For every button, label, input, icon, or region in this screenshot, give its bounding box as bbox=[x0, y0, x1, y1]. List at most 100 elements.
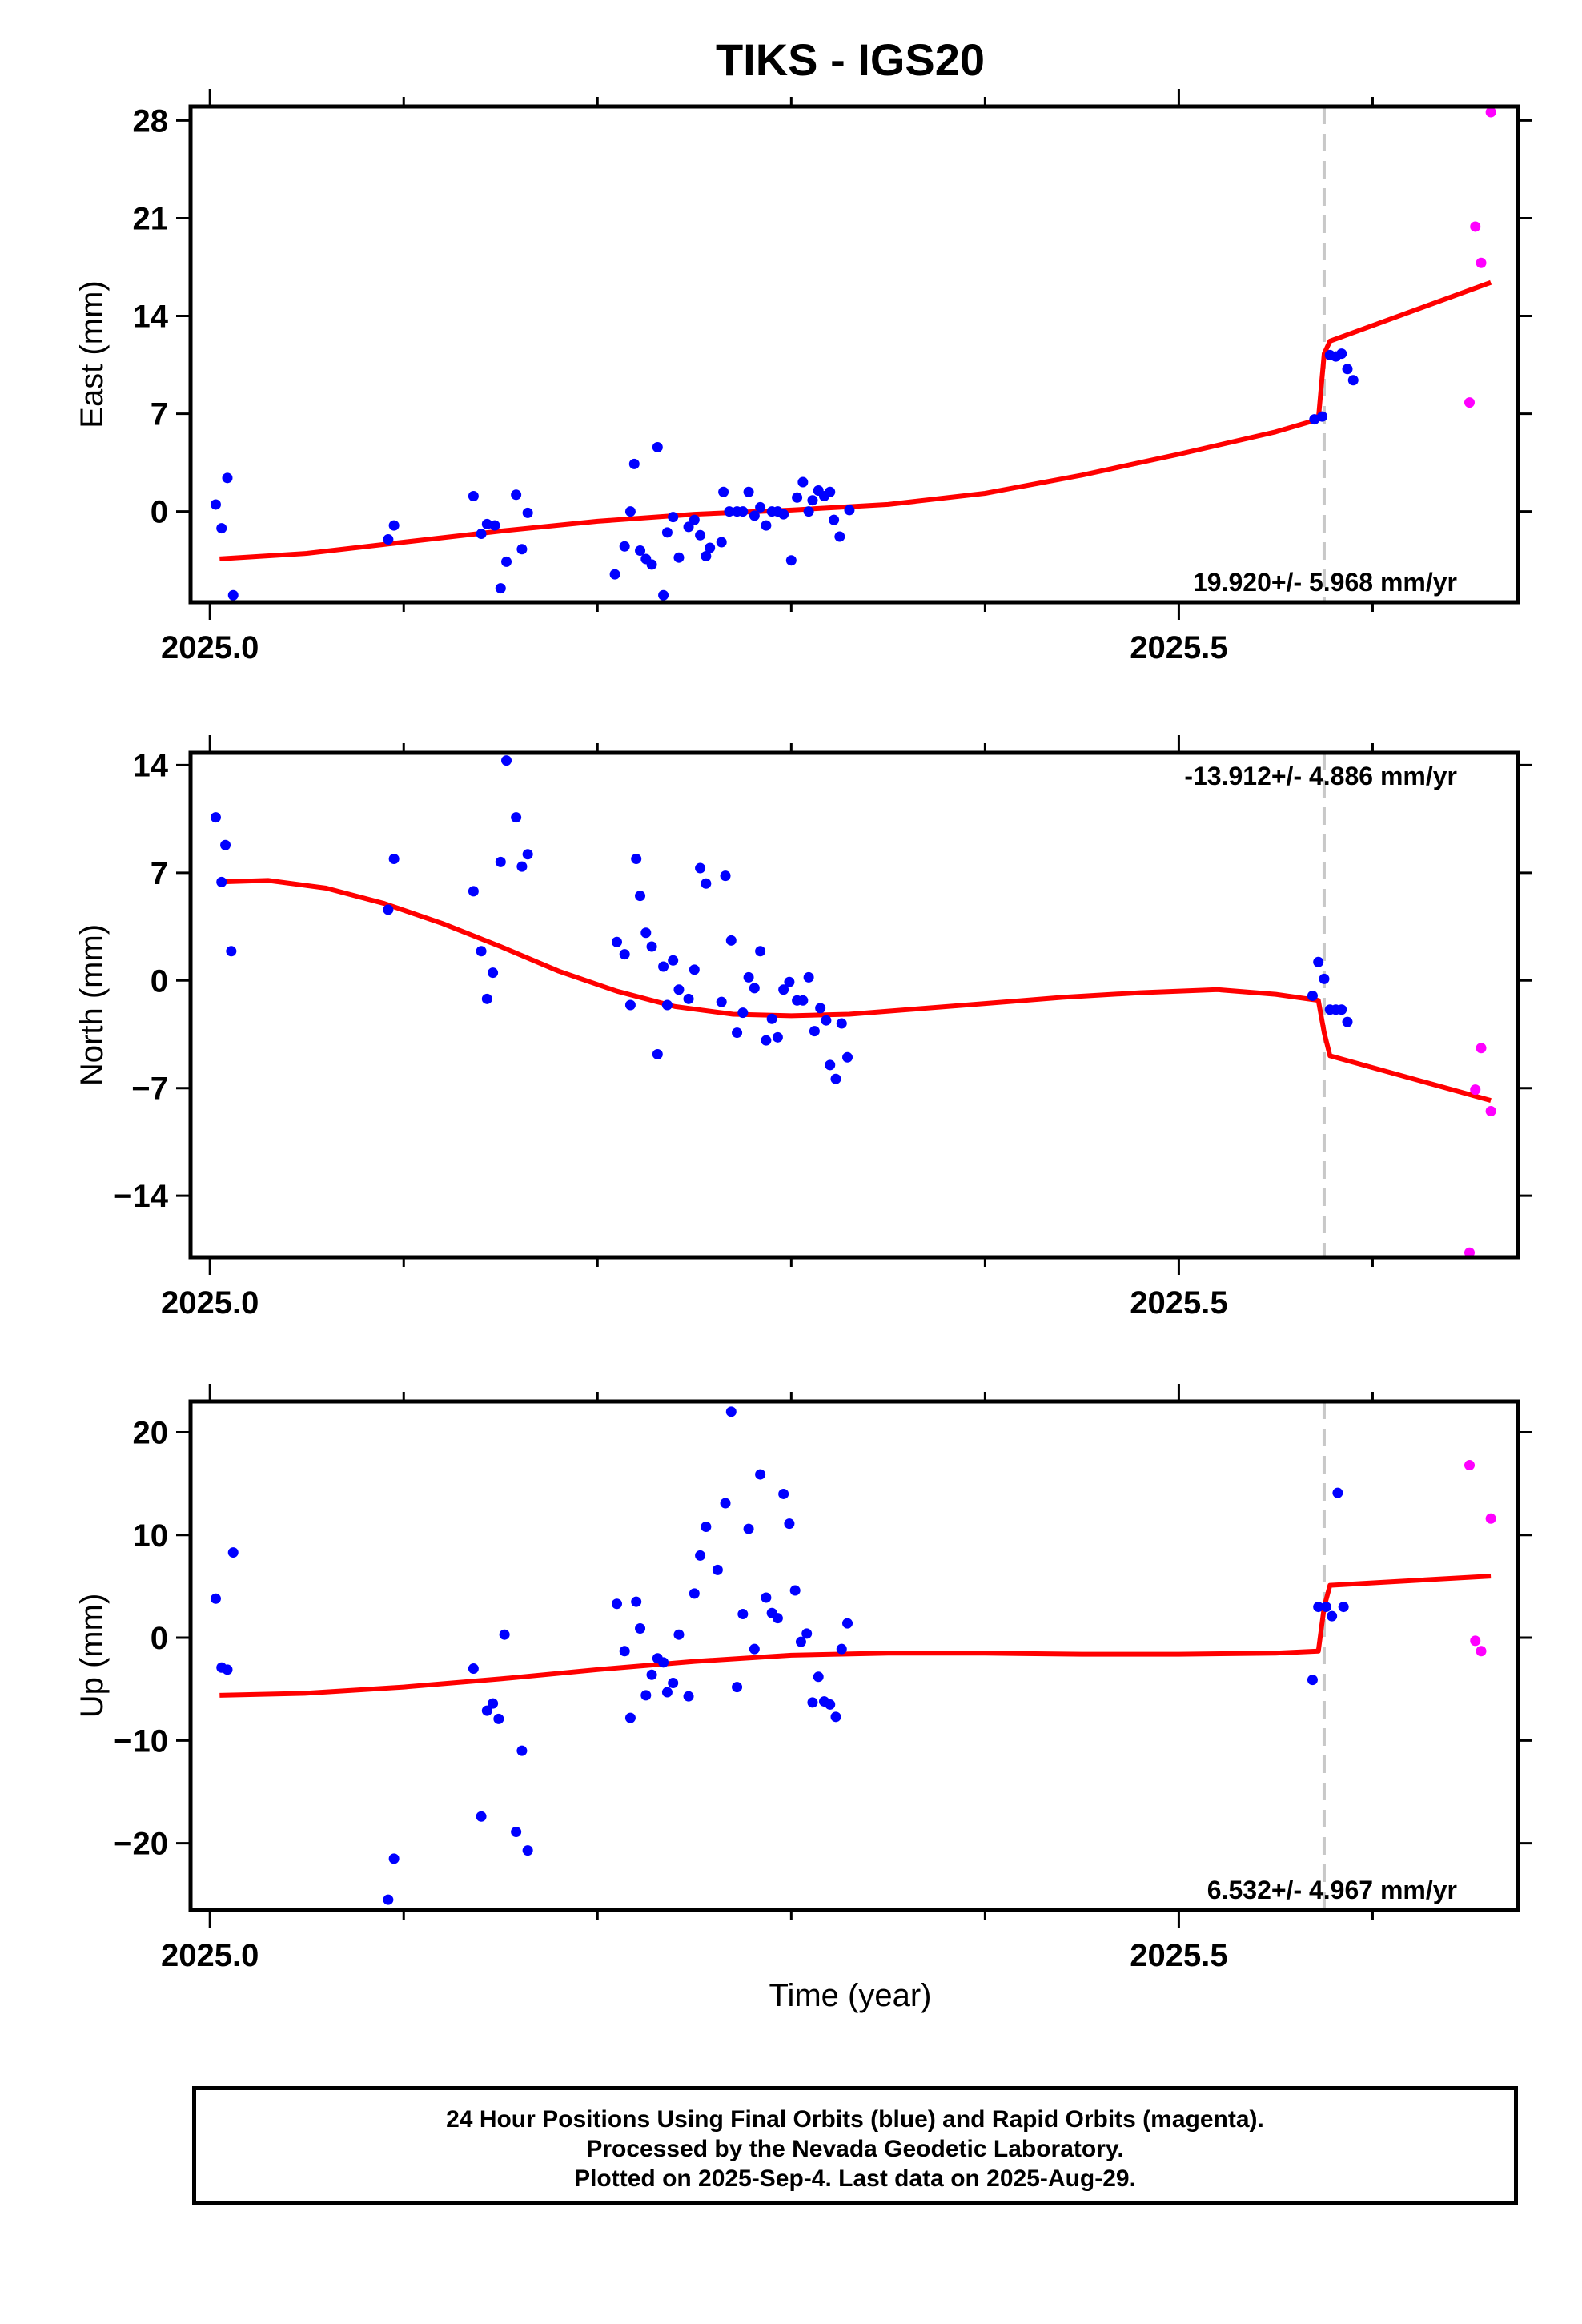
east-final-point bbox=[1347, 375, 1359, 386]
east-final-point bbox=[646, 559, 657, 570]
east-final-point bbox=[705, 542, 716, 553]
east-final-point bbox=[683, 521, 694, 533]
up-final-point bbox=[611, 1598, 622, 1610]
north-final-point bbox=[1313, 956, 1324, 967]
up-final-point bbox=[646, 1669, 657, 1680]
east-final-point bbox=[724, 506, 735, 517]
north-y-tick-label: 14 bbox=[133, 748, 169, 783]
up-final-point bbox=[789, 1585, 801, 1596]
north-final-point bbox=[716, 996, 727, 1007]
up-final-point bbox=[689, 1588, 700, 1599]
east-final-point bbox=[522, 507, 533, 518]
north-rapid-point bbox=[1464, 1247, 1475, 1258]
north-final-point bbox=[383, 904, 394, 915]
up-final-point bbox=[737, 1609, 749, 1620]
north-final-point bbox=[216, 876, 227, 887]
east-plot-frame bbox=[188, 104, 1520, 605]
east-final-point bbox=[695, 529, 706, 541]
north-plot-frame bbox=[188, 750, 1520, 1260]
east-final-point bbox=[495, 583, 506, 594]
up-final-point bbox=[749, 1643, 760, 1655]
up-final-point bbox=[801, 1628, 813, 1639]
east-final-point bbox=[635, 545, 646, 556]
north-rapid-point bbox=[1485, 1106, 1496, 1117]
up-final-point bbox=[210, 1593, 221, 1604]
north-rapid-point bbox=[1470, 1084, 1481, 1096]
east-final-point bbox=[516, 544, 528, 555]
east-final-point bbox=[1317, 411, 1328, 422]
x-axis-title: Time (year) bbox=[769, 1978, 932, 2013]
north-final-point bbox=[784, 976, 795, 987]
east-final-point bbox=[718, 486, 729, 497]
east-y-tick-label: 0 bbox=[151, 495, 168, 530]
up-final-point bbox=[1320, 1602, 1331, 1613]
north-y-axis-title: North (mm) bbox=[74, 924, 110, 1086]
north-final-point bbox=[761, 1035, 772, 1046]
up-final-point bbox=[1338, 1602, 1349, 1613]
east-y-axis-title: East (mm) bbox=[74, 280, 110, 428]
east-final-point bbox=[792, 492, 803, 503]
up-rate-label: 6.532+/- 4.967 mm/yr bbox=[1207, 1876, 1457, 1904]
north-final-point bbox=[821, 1015, 832, 1026]
north-final-point bbox=[772, 1031, 783, 1043]
east-final-point bbox=[829, 514, 840, 525]
up-final-point bbox=[683, 1691, 694, 1702]
north-final-point bbox=[635, 891, 646, 902]
north-final-point bbox=[631, 854, 642, 865]
north-final-point bbox=[766, 1013, 777, 1024]
up-final-point bbox=[476, 1811, 487, 1822]
east-final-point bbox=[807, 495, 818, 506]
up-final-point bbox=[813, 1671, 824, 1683]
north-final-point bbox=[501, 755, 512, 766]
north-final-point bbox=[689, 964, 700, 975]
up-final-point bbox=[673, 1629, 685, 1640]
up-rapid-point bbox=[1476, 1646, 1487, 1657]
up-final-point bbox=[493, 1713, 504, 1724]
north-final-point bbox=[1342, 1016, 1353, 1027]
up-final-point bbox=[661, 1687, 673, 1698]
north-final-point bbox=[226, 946, 237, 957]
up-final-point bbox=[795, 1636, 806, 1647]
up-final-point bbox=[488, 1698, 499, 1709]
north-final-point bbox=[683, 993, 694, 1004]
east-final-point bbox=[481, 518, 492, 529]
up-final-point bbox=[743, 1523, 754, 1534]
up-final-point bbox=[668, 1677, 679, 1688]
north-final-point bbox=[749, 983, 760, 994]
up-plot-frame bbox=[188, 1399, 1520, 1912]
up-final-point bbox=[499, 1629, 510, 1640]
up-final-point bbox=[842, 1618, 853, 1629]
north-final-point bbox=[522, 849, 533, 860]
north-final-point bbox=[661, 999, 673, 1011]
north-rapid-point bbox=[1476, 1043, 1487, 1054]
north-x-tick-label: 2025.0 bbox=[161, 1285, 259, 1321]
north-final-point bbox=[743, 971, 754, 983]
east-final-point bbox=[222, 472, 233, 484]
north-final-point bbox=[797, 995, 809, 1006]
up-final-point bbox=[732, 1682, 743, 1693]
up-final-point bbox=[511, 1827, 522, 1838]
east-final-point bbox=[737, 506, 749, 517]
up-y-tick-label: 0 bbox=[151, 1621, 168, 1656]
up-final-point bbox=[755, 1469, 766, 1480]
up-final-point bbox=[825, 1699, 836, 1710]
east-final-point bbox=[1342, 364, 1353, 375]
up-final-point bbox=[720, 1498, 731, 1509]
east-final-point bbox=[785, 555, 797, 566]
up-final-point bbox=[383, 1894, 394, 1905]
east-final-point bbox=[383, 534, 394, 545]
up-final-point bbox=[701, 1522, 712, 1533]
east-final-point bbox=[227, 589, 239, 601]
east-final-point bbox=[834, 531, 845, 542]
up-final-point bbox=[516, 1745, 528, 1756]
east-final-point bbox=[628, 458, 640, 469]
east-final-point bbox=[825, 486, 836, 497]
up-final-point bbox=[635, 1623, 646, 1634]
north-final-point bbox=[210, 812, 221, 823]
north-final-point bbox=[619, 949, 630, 960]
up-x-tick-label: 2025.0 bbox=[161, 1938, 259, 1973]
up-y-tick-label: 10 bbox=[133, 1518, 169, 1554]
east-final-point bbox=[749, 510, 760, 521]
north-final-point bbox=[624, 999, 636, 1011]
up-y-tick-label: 20 bbox=[133, 1415, 169, 1450]
